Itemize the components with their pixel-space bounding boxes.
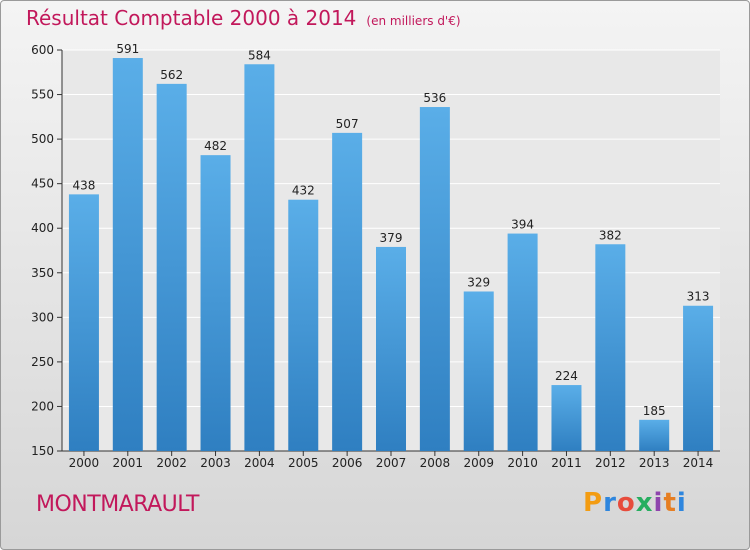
data-label: 382 (599, 228, 622, 242)
bar (156, 83, 187, 452)
chart-title: Résultat Comptable 2000 à 2014 (en millie… (26, 6, 461, 30)
data-label: 482 (204, 139, 227, 153)
x-tick-label: 2001 (113, 456, 144, 470)
x-tick-label: 2011 (551, 456, 582, 470)
logo-letter: t (663, 488, 677, 518)
y-tick-label: 200 (31, 399, 54, 413)
bar (639, 419, 670, 451)
commune-name: MONTMARAULT (36, 492, 199, 517)
data-label: 591 (116, 42, 139, 56)
logo-letter: x (635, 488, 654, 518)
bar (200, 155, 231, 451)
y-tick-label: 500 (31, 132, 54, 146)
logo-letter: r (603, 488, 617, 518)
x-tick-label: 2007 (376, 456, 407, 470)
bar (683, 305, 714, 451)
bar (68, 194, 99, 452)
y-tick-label: 600 (31, 43, 54, 57)
bar (288, 199, 319, 451)
x-tick-label: 2000 (69, 456, 100, 470)
x-tick-label: 2012 (595, 456, 626, 470)
data-label: 562 (160, 68, 183, 82)
data-label: 313 (687, 290, 710, 304)
data-label: 394 (511, 218, 534, 232)
bar (376, 246, 406, 451)
logo-letter: i (653, 488, 664, 518)
bar (507, 233, 538, 451)
x-tick-label: 2004 (244, 456, 275, 470)
data-label: 584 (248, 48, 271, 62)
bar (419, 107, 450, 451)
y-tick-label: 300 (31, 310, 54, 324)
y-tick-label: 450 (31, 177, 54, 191)
x-tick-label: 2006 (332, 456, 363, 470)
y-tick-label: 350 (31, 266, 54, 280)
x-tick-label: 2014 (683, 456, 714, 470)
y-tick-label: 400 (31, 221, 54, 235)
x-tick-label: 2009 (463, 456, 494, 470)
x-tick-label: 2003 (200, 456, 231, 470)
proxiti-logo[interactable]: Proxiti (583, 488, 687, 518)
logo-letter: o (616, 488, 636, 518)
bar (463, 291, 494, 451)
data-label: 432 (292, 184, 315, 198)
chart-subtitle: (en milliers d'€) (366, 14, 461, 28)
logo-letter: P (583, 488, 604, 518)
data-label: 507 (336, 117, 359, 131)
y-tick-label: 550 (31, 88, 54, 102)
data-label: 224 (555, 369, 578, 383)
x-tick-label: 2008 (420, 456, 451, 470)
data-label: 536 (423, 91, 446, 105)
bar (595, 244, 626, 451)
logo-letter: i (676, 488, 687, 518)
y-tick-label: 250 (31, 355, 54, 369)
x-tick-label: 2005 (288, 456, 319, 470)
data-label: 329 (467, 275, 490, 289)
data-label: 438 (72, 178, 95, 192)
bar (112, 58, 143, 452)
data-label: 185 (643, 404, 666, 418)
bar (332, 132, 363, 451)
bar (244, 64, 275, 451)
x-tick-label: 2013 (639, 456, 670, 470)
bar (551, 385, 582, 451)
x-tick-label: 2010 (507, 456, 538, 470)
chart-title-text: Résultat Comptable 2000 à 2014 (26, 6, 357, 30)
data-label: 379 (380, 231, 403, 245)
y-tick-label: 150 (31, 444, 54, 458)
x-tick-label: 2002 (156, 456, 187, 470)
